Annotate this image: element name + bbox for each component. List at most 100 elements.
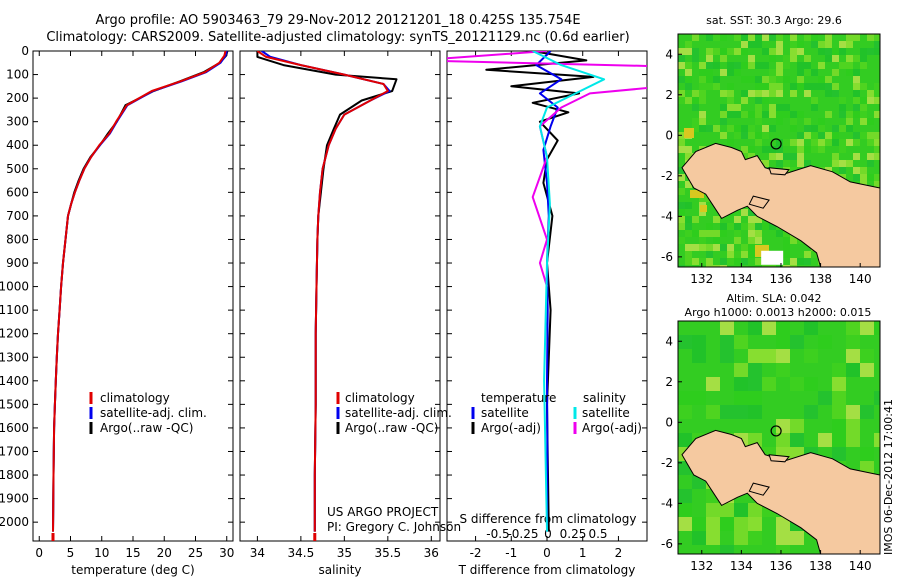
map-cell	[678, 202, 685, 209]
map-cell	[741, 251, 748, 258]
map-cell	[846, 160, 853, 167]
salinity-panel: 34 34.5 35 35.5 36 salinity	[239, 50, 441, 577]
map-cell	[678, 265, 685, 267]
map-cell	[720, 118, 727, 125]
map-cell	[804, 146, 811, 153]
top-tick-label: 0	[544, 527, 552, 541]
map-cell	[846, 69, 853, 76]
x-axis-label: T difference from climatology	[458, 563, 636, 577]
map-cell	[727, 69, 734, 76]
map-x-tick-label: 134	[730, 272, 753, 286]
map-cell	[818, 48, 825, 55]
map2-title: Altim. SLA: 0.042	[726, 292, 821, 305]
map-cell	[860, 174, 867, 181]
float-position-marker	[770, 425, 782, 437]
map-cell	[706, 377, 720, 391]
map1-title: sat. SST: 30.3 Argo: 29.6	[706, 14, 842, 27]
map-cell	[734, 258, 741, 265]
map-cell	[776, 321, 790, 335]
map-cell	[734, 48, 741, 55]
map-cell	[678, 503, 692, 517]
map-cell	[720, 48, 727, 55]
map-cell	[804, 132, 811, 139]
timestamp-stamp: IMOS 06-Dec-2012 17:00:41	[882, 399, 895, 555]
map-cell	[776, 111, 783, 118]
map-cell	[692, 391, 706, 405]
map-cell	[692, 34, 699, 41]
map-cell	[818, 335, 832, 349]
map-cell	[874, 321, 880, 335]
map-cell	[734, 216, 741, 223]
map-cell	[783, 153, 790, 160]
map-cell	[790, 377, 804, 391]
map-cell	[748, 76, 755, 83]
map-cell	[727, 90, 734, 97]
map-cell	[769, 34, 776, 41]
y-tick-label: 200	[6, 91, 29, 105]
map-cell	[741, 244, 748, 251]
map-cell	[804, 55, 811, 62]
map-x-tick-label: 134	[730, 559, 753, 573]
map-cell	[776, 545, 790, 554]
map-cell	[797, 111, 804, 118]
map-cell	[713, 62, 720, 69]
map-cell	[727, 244, 734, 251]
map-cell	[797, 160, 804, 167]
x-tick-label: 1	[579, 546, 587, 560]
map-cell	[818, 83, 825, 90]
map-cell	[860, 132, 867, 139]
map-cell	[678, 489, 692, 503]
map-cell	[706, 125, 713, 132]
map-y-tick-label: -4	[661, 496, 673, 510]
map-cell	[818, 62, 825, 69]
legend-title-temperature: temperature	[481, 391, 556, 405]
map-cell	[720, 90, 727, 97]
map-cell	[846, 363, 860, 377]
map-y-tick-label: 4	[665, 47, 673, 61]
map-y-tick-label: -2	[661, 456, 673, 470]
map-cell	[783, 76, 790, 83]
map-cell	[678, 335, 692, 349]
map-cell	[797, 41, 804, 48]
top-tick-label: -0.5	[486, 527, 509, 541]
map-cell	[776, 48, 783, 55]
map-cell	[853, 69, 860, 76]
x-tick-label: 15	[125, 546, 140, 560]
map-cell	[748, 405, 762, 419]
map-cell	[853, 97, 860, 104]
map-x-tick-label: 140	[849, 272, 872, 286]
map-cell	[727, 62, 734, 69]
map-cell	[748, 153, 755, 160]
map-cell	[706, 251, 713, 258]
map-cell	[839, 146, 846, 153]
map-cell	[769, 125, 776, 132]
map-cell	[860, 118, 867, 125]
map-cell	[748, 265, 755, 267]
map-cell	[741, 34, 748, 41]
series-line-climatology	[256, 51, 389, 532]
map-cell	[811, 132, 818, 139]
map-cell	[762, 34, 769, 41]
map-cell	[839, 48, 846, 55]
map-cell	[832, 48, 839, 55]
series-group	[52, 51, 229, 532]
y-tick-label: 1700	[0, 444, 29, 458]
map-cell	[769, 111, 776, 118]
legend-label-satellite: satellite-adj. clim.	[345, 406, 452, 420]
map-cell	[839, 139, 846, 146]
map-cell	[706, 55, 713, 62]
map-cell	[685, 251, 692, 258]
map-cell	[818, 146, 825, 153]
y-tick-label: 900	[6, 256, 29, 270]
map-cell	[706, 223, 713, 230]
map-cell	[846, 419, 860, 433]
map-cell	[846, 62, 853, 69]
map-cell	[804, 377, 818, 391]
map-cell	[804, 321, 818, 335]
map-cell	[748, 503, 762, 517]
map-cell	[741, 146, 748, 153]
map-cell	[860, 48, 867, 55]
map-cell	[748, 216, 755, 223]
map-cell	[790, 167, 797, 174]
legend-label-sal-satellite: satellite	[582, 406, 630, 420]
